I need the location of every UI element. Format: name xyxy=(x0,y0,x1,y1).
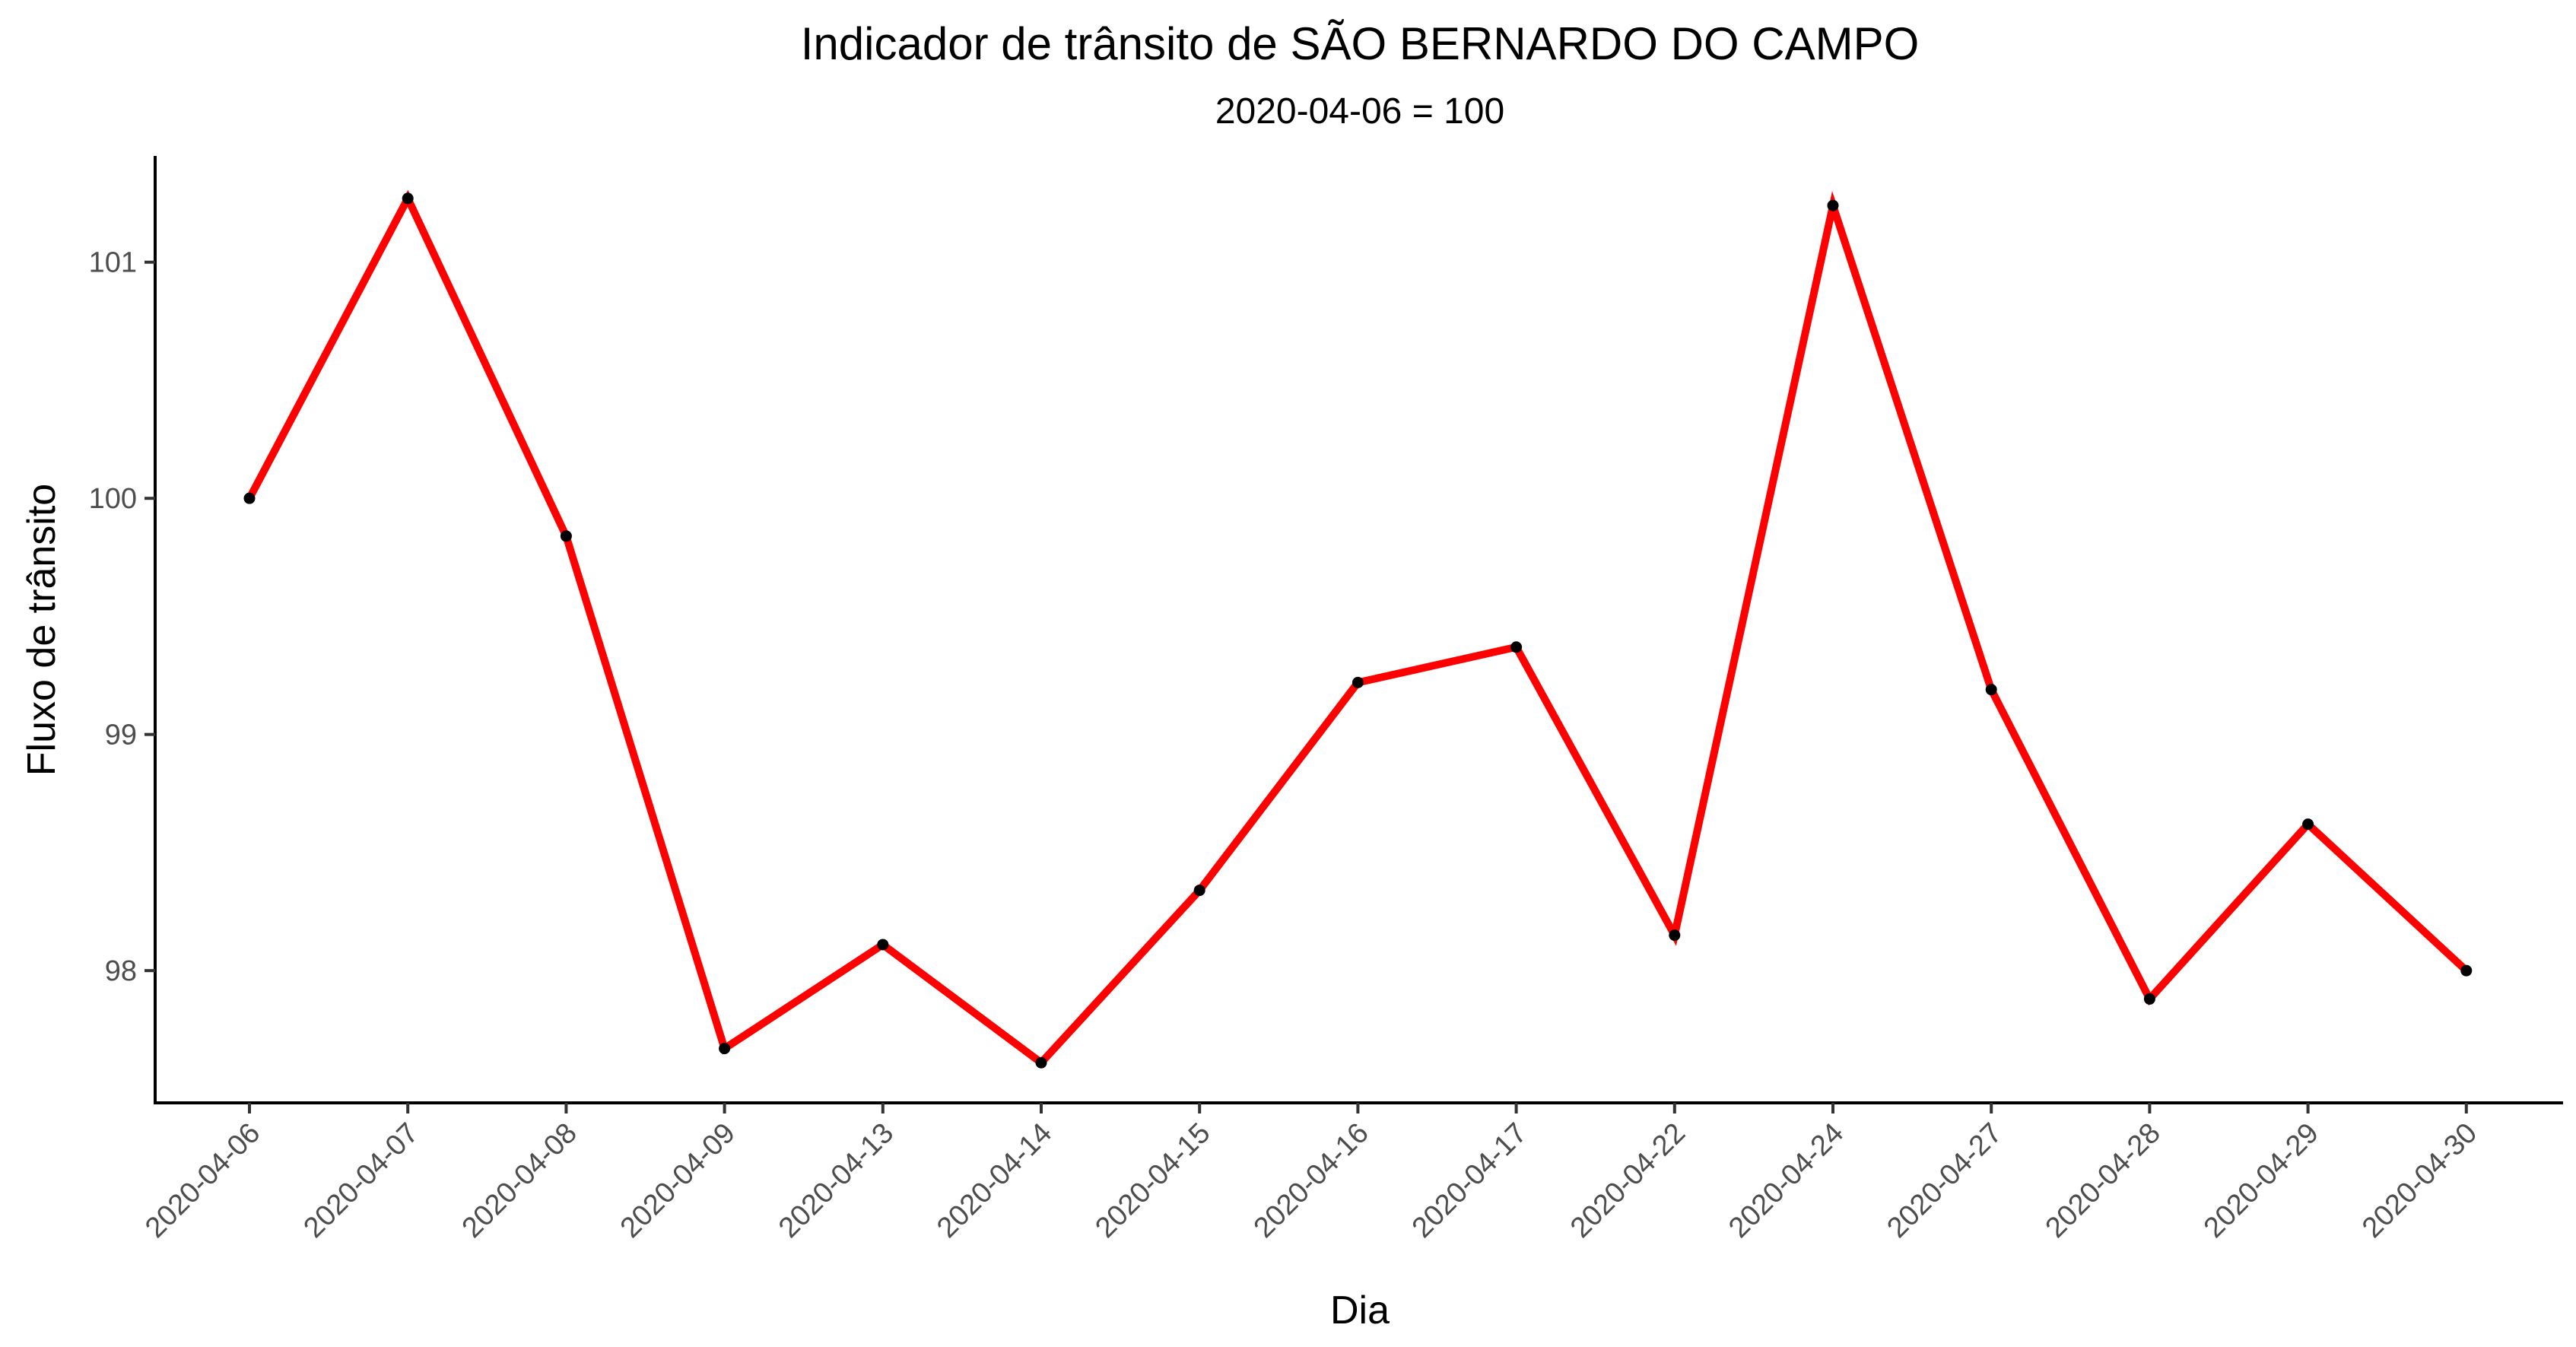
x-tick-label: 2020-04-09 xyxy=(615,1117,742,1244)
y-tick-label: 100 xyxy=(89,483,137,515)
y-tick-label: 98 xyxy=(105,955,137,987)
x-tick-label: 2020-04-24 xyxy=(1723,1117,1850,1244)
data-point xyxy=(1985,684,1997,696)
data-point xyxy=(402,192,414,205)
x-tick-label: 2020-04-13 xyxy=(773,1117,900,1244)
x-tick-label: 2020-04-27 xyxy=(1881,1117,2008,1244)
x-tick-label: 2020-04-15 xyxy=(1089,1117,1216,1244)
x-tick-label: 2020-04-14 xyxy=(931,1117,1058,1244)
data-point xyxy=(1510,641,1523,653)
x-tick-label: 2020-04-28 xyxy=(2040,1117,2167,1244)
data-point xyxy=(243,492,256,504)
data-point xyxy=(1669,929,1681,942)
y-axis: 98 99 100 101 xyxy=(89,247,155,987)
x-tick-label: 2020-04-16 xyxy=(1248,1117,1375,1244)
data-point xyxy=(1352,676,1364,688)
y-tick-label: 101 xyxy=(89,247,137,279)
chart-title: Indicador de trânsito de SÃO BERNARDO DO… xyxy=(801,18,1920,69)
data-point xyxy=(1827,199,1839,211)
data-point xyxy=(1193,885,1205,897)
data-point xyxy=(2460,964,2473,977)
x-axis: 2020-04-06 2020-04-07 2020-04-08 2020-04-09… xyxy=(139,1103,2483,1244)
data-point xyxy=(2143,993,2155,1005)
y-tick-label: 99 xyxy=(105,720,137,751)
x-tick-label: 2020-04-07 xyxy=(297,1117,424,1244)
y-axis-title: Fluxo de trânsito xyxy=(20,484,64,776)
x-tick-label: 2020-04-17 xyxy=(1406,1117,1533,1244)
data-point xyxy=(719,1043,731,1055)
x-axis-title: Dia xyxy=(1330,1288,1390,1333)
data-point xyxy=(560,530,572,542)
axes xyxy=(154,156,2563,1104)
chart-subtitle: 2020-04-06 = 100 xyxy=(1215,91,1504,132)
series-line xyxy=(246,189,2470,1068)
data-point xyxy=(877,939,889,951)
data-point xyxy=(1035,1056,1047,1069)
x-tick-label: 2020-04-29 xyxy=(2198,1117,2325,1244)
data-point xyxy=(2302,818,2314,831)
series-group xyxy=(243,189,2473,1069)
x-tick-label: 2020-04-22 xyxy=(1564,1117,1691,1244)
x-tick-label: 2020-04-08 xyxy=(456,1117,583,1244)
x-tick-label: 2020-04-30 xyxy=(2356,1117,2483,1244)
x-tick-label: 2020-04-06 xyxy=(139,1117,266,1244)
